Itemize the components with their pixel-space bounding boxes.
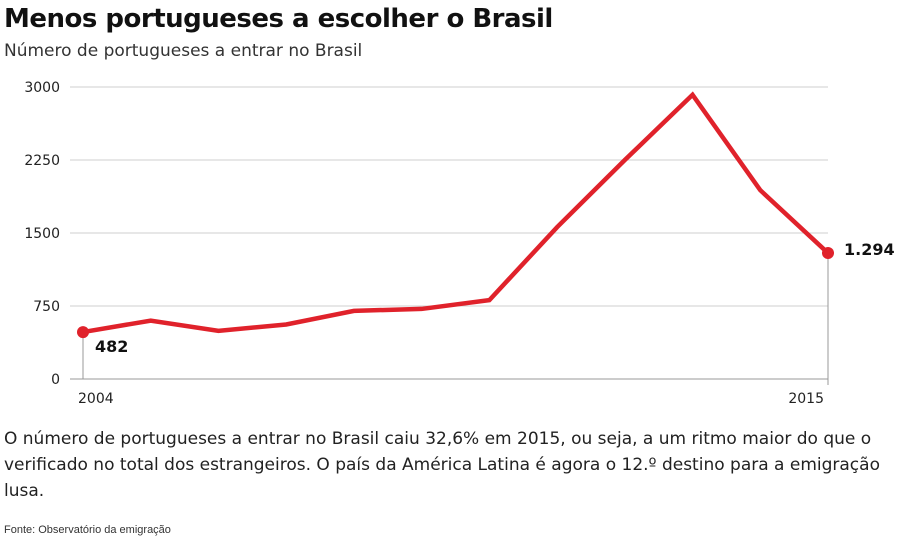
y-tick-label: 2250	[24, 153, 60, 169]
data-label: 482	[95, 337, 128, 356]
line-chart: 0 750 1500 2250 3000 2004 2015 482 1.294	[24, 80, 895, 407]
chart-title: Menos portugueses a escolher o Brasil	[4, 4, 553, 34]
y-tick-label: 1500	[24, 226, 60, 242]
chart-subtitle: Número de portugueses a entrar no Brasil	[4, 41, 363, 61]
data-point-start	[77, 326, 89, 339]
x-tick-label: 2004	[78, 391, 114, 407]
y-tick-label: 3000	[24, 80, 60, 96]
y-tick-label: 0	[51, 372, 60, 388]
data-label: 1.294	[844, 240, 895, 259]
y-tick-label: 750	[33, 299, 60, 315]
source-note: Fonte: Observatório da emigração	[4, 524, 171, 536]
data-point-end	[822, 247, 834, 260]
x-tick-label: 2015	[788, 391, 824, 407]
chart-caption: O número de portugueses a entrar no Bras…	[4, 429, 880, 501]
series-line	[82, 91, 830, 335]
